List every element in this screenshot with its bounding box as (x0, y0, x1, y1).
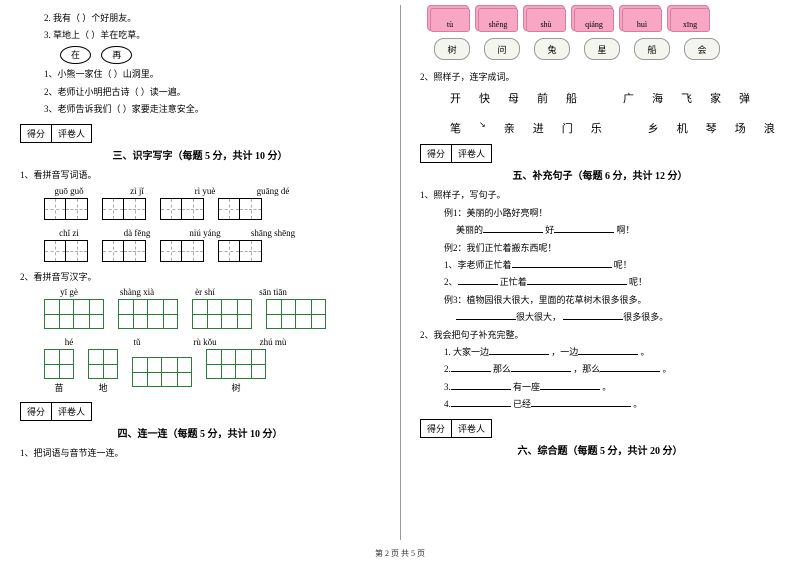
fill-1: 美丽的 好 啊！ (420, 223, 780, 237)
char-row-a: 开 快 母 前 船 广 海 飞 家 弹 (420, 90, 780, 106)
section-3-title: 三、识字写字（每题 5 分，共计 10 分） (20, 147, 380, 162)
column-divider (400, 5, 401, 540)
example-1: 例1：美丽的小路好亮啊！ (420, 206, 780, 220)
oval-choices: 在 再 (20, 46, 380, 64)
pinyin: shāng shēng (248, 228, 298, 238)
pinyin: shàng xià (112, 287, 162, 297)
pillow: 会 (684, 38, 720, 60)
oval-zai1: 在 (60, 46, 91, 64)
score-label: 得分 (20, 402, 52, 421)
score-label: 得分 (420, 144, 452, 163)
grader-label: 评卷人 (452, 144, 492, 163)
score-box-3: 得分 评卷人 (20, 124, 380, 143)
question-3: 3. 草地上（ ）羊在吃草。 (20, 28, 380, 42)
pinyin: tǔ (112, 337, 162, 347)
sec5-q2: 2、我会把句子补充完整。 (420, 328, 780, 342)
grid-row-1 (20, 198, 380, 220)
char-pillows: 树 问 兔 星 船 会 (420, 38, 780, 60)
grader-label: 评卷人 (52, 402, 92, 421)
sentence-3: 3、老师告诉我们（ ）家要走注意安全。 (20, 102, 380, 116)
sentence-2: 2、老师让小明把古诗（ ）读一遍。 (20, 85, 380, 99)
oval-zai2: 再 (101, 46, 132, 64)
pinyin: zhú mù (248, 337, 298, 347)
score-label: 得分 (420, 419, 452, 438)
arrow-icon: ↘ (479, 120, 486, 136)
pillow: 船 (634, 38, 670, 60)
complete-1: 1. 大家一边 ，一边 。 (420, 345, 780, 359)
left-column: 2. 我有（ ）个好朋友。 3. 草地上（ ）羊在吃草。 在 再 1、小熊一家住… (0, 0, 400, 545)
char-label: 树 (206, 381, 266, 394)
pinyin: rì yuè (180, 186, 230, 196)
pinyin-row-3: yī gè shàng xià èr shí sān tiān (20, 287, 380, 297)
score-box-4: 得分 评卷人 (20, 402, 380, 421)
char-row-b: 笔↘ 亲 进 门 乐 乡 机 琴 场 浪 (420, 120, 780, 136)
pillow: 树 (434, 38, 470, 60)
fill-2-2: 2、 正忙着 呢！ (420, 275, 780, 289)
pinyin: sān tiān (248, 287, 298, 297)
grader-label: 评卷人 (452, 419, 492, 438)
complete-3: 3. 有一座 。 (420, 380, 780, 394)
pinyin: èr shí (180, 287, 230, 297)
score-label: 得分 (20, 124, 52, 143)
complete-4: 4. 已经 。 (420, 397, 780, 411)
big-grid-row-1 (20, 299, 380, 329)
right-q2: 2、照样子，连字成词。 (420, 70, 780, 84)
char-label: 地 (88, 381, 118, 394)
card: xīng (670, 8, 710, 32)
fill-3: 很大很大， 很多很多。 (420, 310, 780, 324)
grid-row-2 (20, 240, 380, 262)
pillow: 星 (584, 38, 620, 60)
pinyin: rù kǒu (180, 337, 230, 347)
card: shù (526, 8, 566, 32)
pinyin: dà fēng (112, 228, 162, 238)
sec3-q1: 1、看拼音写词语。 (20, 168, 380, 182)
score-box-5: 得分 评卷人 (420, 144, 780, 163)
grader-label: 评卷人 (52, 124, 92, 143)
pinyin-row-4: hé tǔ rù kǒu zhú mù (20, 337, 380, 347)
pinyin: guō guǒ (44, 186, 94, 196)
pillow: 兔 (534, 38, 570, 60)
card: huì (622, 8, 662, 32)
pinyin-row-1: guō guǒ zì jǐ rì yuè guāng dé (20, 186, 380, 196)
big-grid-row-2: 苗 地 树 (20, 349, 380, 394)
card: qiáng (574, 8, 614, 32)
sec3-q2: 2、看拼音写汉字。 (20, 270, 380, 284)
section-6-title: 六、综合题（每题 5 分，共计 20 分） (420, 442, 780, 457)
right-column: tù shēng shù qiáng huì xīng 树 问 兔 星 船 会 … (400, 0, 800, 545)
pinyin-cards: tù shēng shù qiáng huì xīng (420, 8, 780, 32)
section-5-title: 五、补充句子（每题 6 分，共计 12 分） (420, 167, 780, 182)
page-footer: 第 2 页 共 5 页 (0, 548, 800, 559)
pillow: 问 (484, 38, 520, 60)
section-4-title: 四、连一连（每题 5 分，共计 10 分） (20, 425, 380, 440)
pinyin: niú yáng (180, 228, 230, 238)
sentence-1: 1、小熊一家住（ ）山洞里。 (20, 67, 380, 81)
card: tù (430, 8, 470, 32)
card: shēng (478, 8, 518, 32)
example-2: 例2：我们正忙着搬东西呢！ (420, 241, 780, 255)
sec5-q1: 1、照样子，写句子。 (420, 188, 780, 202)
fill-2-1: 1、李老师正忙着 呢！ (420, 258, 780, 272)
sec4-q1: 1、把词语与音节连一连。 (20, 446, 380, 460)
pinyin: guāng dé (248, 186, 298, 196)
pinyin: chǐ zi (44, 228, 94, 238)
question-2: 2. 我有（ ）个好朋友。 (20, 11, 380, 25)
pinyin: zì jǐ (112, 186, 162, 196)
complete-2: 2. 那么 ，那么 。 (420, 362, 780, 376)
pinyin: yī gè (44, 287, 94, 297)
pinyin: hé (44, 337, 94, 347)
example-3: 例3：植物园很大很大，里面的花草树木很多很多。 (420, 293, 780, 307)
score-box-6: 得分 评卷人 (420, 419, 780, 438)
char-label: 苗 (44, 381, 74, 394)
pinyin-row-2: chǐ zi dà fēng niú yáng shāng shēng (20, 228, 380, 238)
